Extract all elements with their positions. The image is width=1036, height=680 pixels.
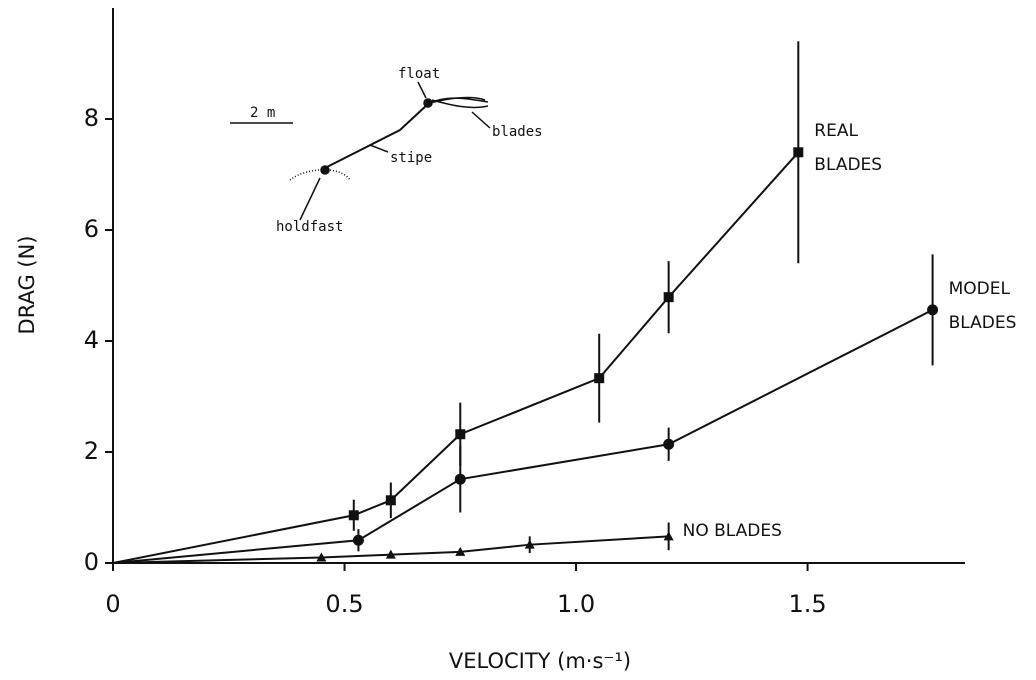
marker: [524, 539, 535, 549]
marker: [455, 546, 466, 556]
marker: [663, 531, 674, 541]
holdfast-blob: [320, 165, 330, 175]
inset-sketch: [230, 81, 491, 221]
x-tick-label: 1.5: [788, 590, 826, 618]
marker: [793, 147, 804, 158]
marker: [663, 292, 674, 303]
marker: [594, 373, 605, 384]
y-tick-label: 6: [84, 215, 99, 243]
annotation: holdfast: [276, 219, 343, 235]
series-label: MODEL BLADES: [948, 278, 1017, 333]
y-tick-label: 8: [84, 104, 99, 132]
series-label: NO BLADES: [682, 521, 782, 542]
x-axis-title: VELOCITY (m·s⁻¹): [449, 649, 631, 673]
x-tick-label: 0: [105, 590, 120, 618]
y-axis-title: DRAG (N): [15, 236, 39, 335]
marker: [348, 510, 359, 521]
marker: [927, 304, 939, 316]
y-tick-label: 2: [84, 437, 99, 465]
x-tick-label: 1.0: [557, 590, 595, 618]
series-line: [112, 151, 800, 564]
x-tick-label: 0.5: [325, 590, 363, 618]
blades-shape: [427, 96, 489, 109]
annotation: 2 m: [250, 105, 275, 121]
series-line: [112, 535, 669, 564]
y-tick-label: 0: [84, 548, 99, 576]
marker: [454, 473, 466, 485]
pointer-lines: [299, 81, 491, 221]
series-label: REAL BLADES: [814, 121, 883, 176]
annotation: stipe: [390, 150, 432, 166]
marker: [316, 552, 327, 562]
marker: [385, 495, 396, 506]
annotation: blades: [492, 124, 543, 140]
stipe-shape: [324, 103, 429, 169]
y-tick-label: 4: [84, 326, 99, 354]
float-shape: [423, 98, 433, 108]
marker: [385, 549, 396, 559]
annotation: float: [398, 66, 440, 82]
marker: [455, 429, 466, 440]
marker: [663, 438, 675, 450]
marker: [352, 534, 364, 546]
